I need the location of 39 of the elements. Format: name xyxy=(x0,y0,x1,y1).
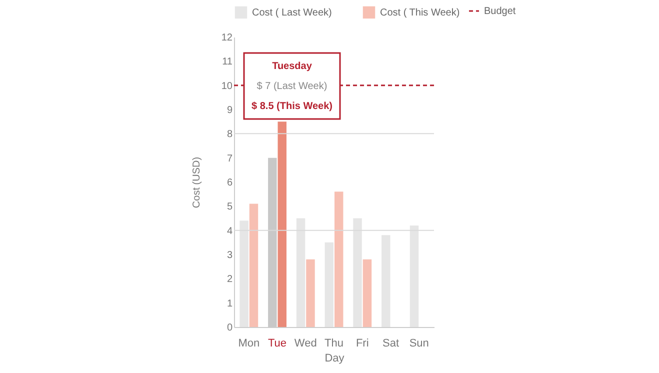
bar xyxy=(278,122,286,327)
y-axis-title: Cost (USD) xyxy=(191,156,202,208)
y-tick-label: 7 xyxy=(226,153,233,164)
x-tick-label: Thu xyxy=(324,338,344,350)
bar xyxy=(353,218,362,327)
x-axis-title: Day xyxy=(324,352,345,364)
bar xyxy=(410,226,419,327)
annotation: Tuesday xyxy=(272,61,312,72)
bar xyxy=(362,259,372,327)
y-tick-label: 5 xyxy=(226,202,233,213)
y-tick-label: 6 xyxy=(226,178,233,188)
x-tick-label: Tue xyxy=(268,338,287,350)
y-tick-label: 0 xyxy=(226,322,233,334)
bar xyxy=(334,192,344,327)
bar xyxy=(296,218,306,327)
x-tick-label: Sun xyxy=(409,338,429,350)
y-tick-label: 12 xyxy=(221,32,233,44)
x-tick-label: Wed xyxy=(294,338,317,350)
legend-label: Cost ( Last Week) xyxy=(252,7,332,18)
legend-label: Cost ( This Week) xyxy=(380,7,460,18)
legend-label: Budget xyxy=(484,6,516,17)
bar xyxy=(306,259,315,327)
y-tick-label: 3 xyxy=(226,250,233,261)
y-tick-label: 9 xyxy=(226,105,233,116)
x-tick-label: Sat xyxy=(382,338,399,350)
annotation: $ 8.5 (This Week) xyxy=(252,101,332,112)
y-tick-label: 10 xyxy=(221,80,233,92)
y-tick-label: 1 xyxy=(226,298,233,310)
y-tick-label: 8 xyxy=(226,129,233,140)
bar xyxy=(249,204,258,327)
bar xyxy=(382,235,390,327)
y-tick-label: 11 xyxy=(222,56,233,68)
y-tick-label: 4 xyxy=(226,226,233,237)
x-tick-label: Fri xyxy=(356,338,369,350)
annotation: $ 7 (Last Week) xyxy=(256,81,328,92)
x-tick-label: Mon xyxy=(238,338,260,350)
bar xyxy=(240,220,248,327)
bar xyxy=(324,242,334,327)
y-tick-label: 2 xyxy=(226,274,233,286)
